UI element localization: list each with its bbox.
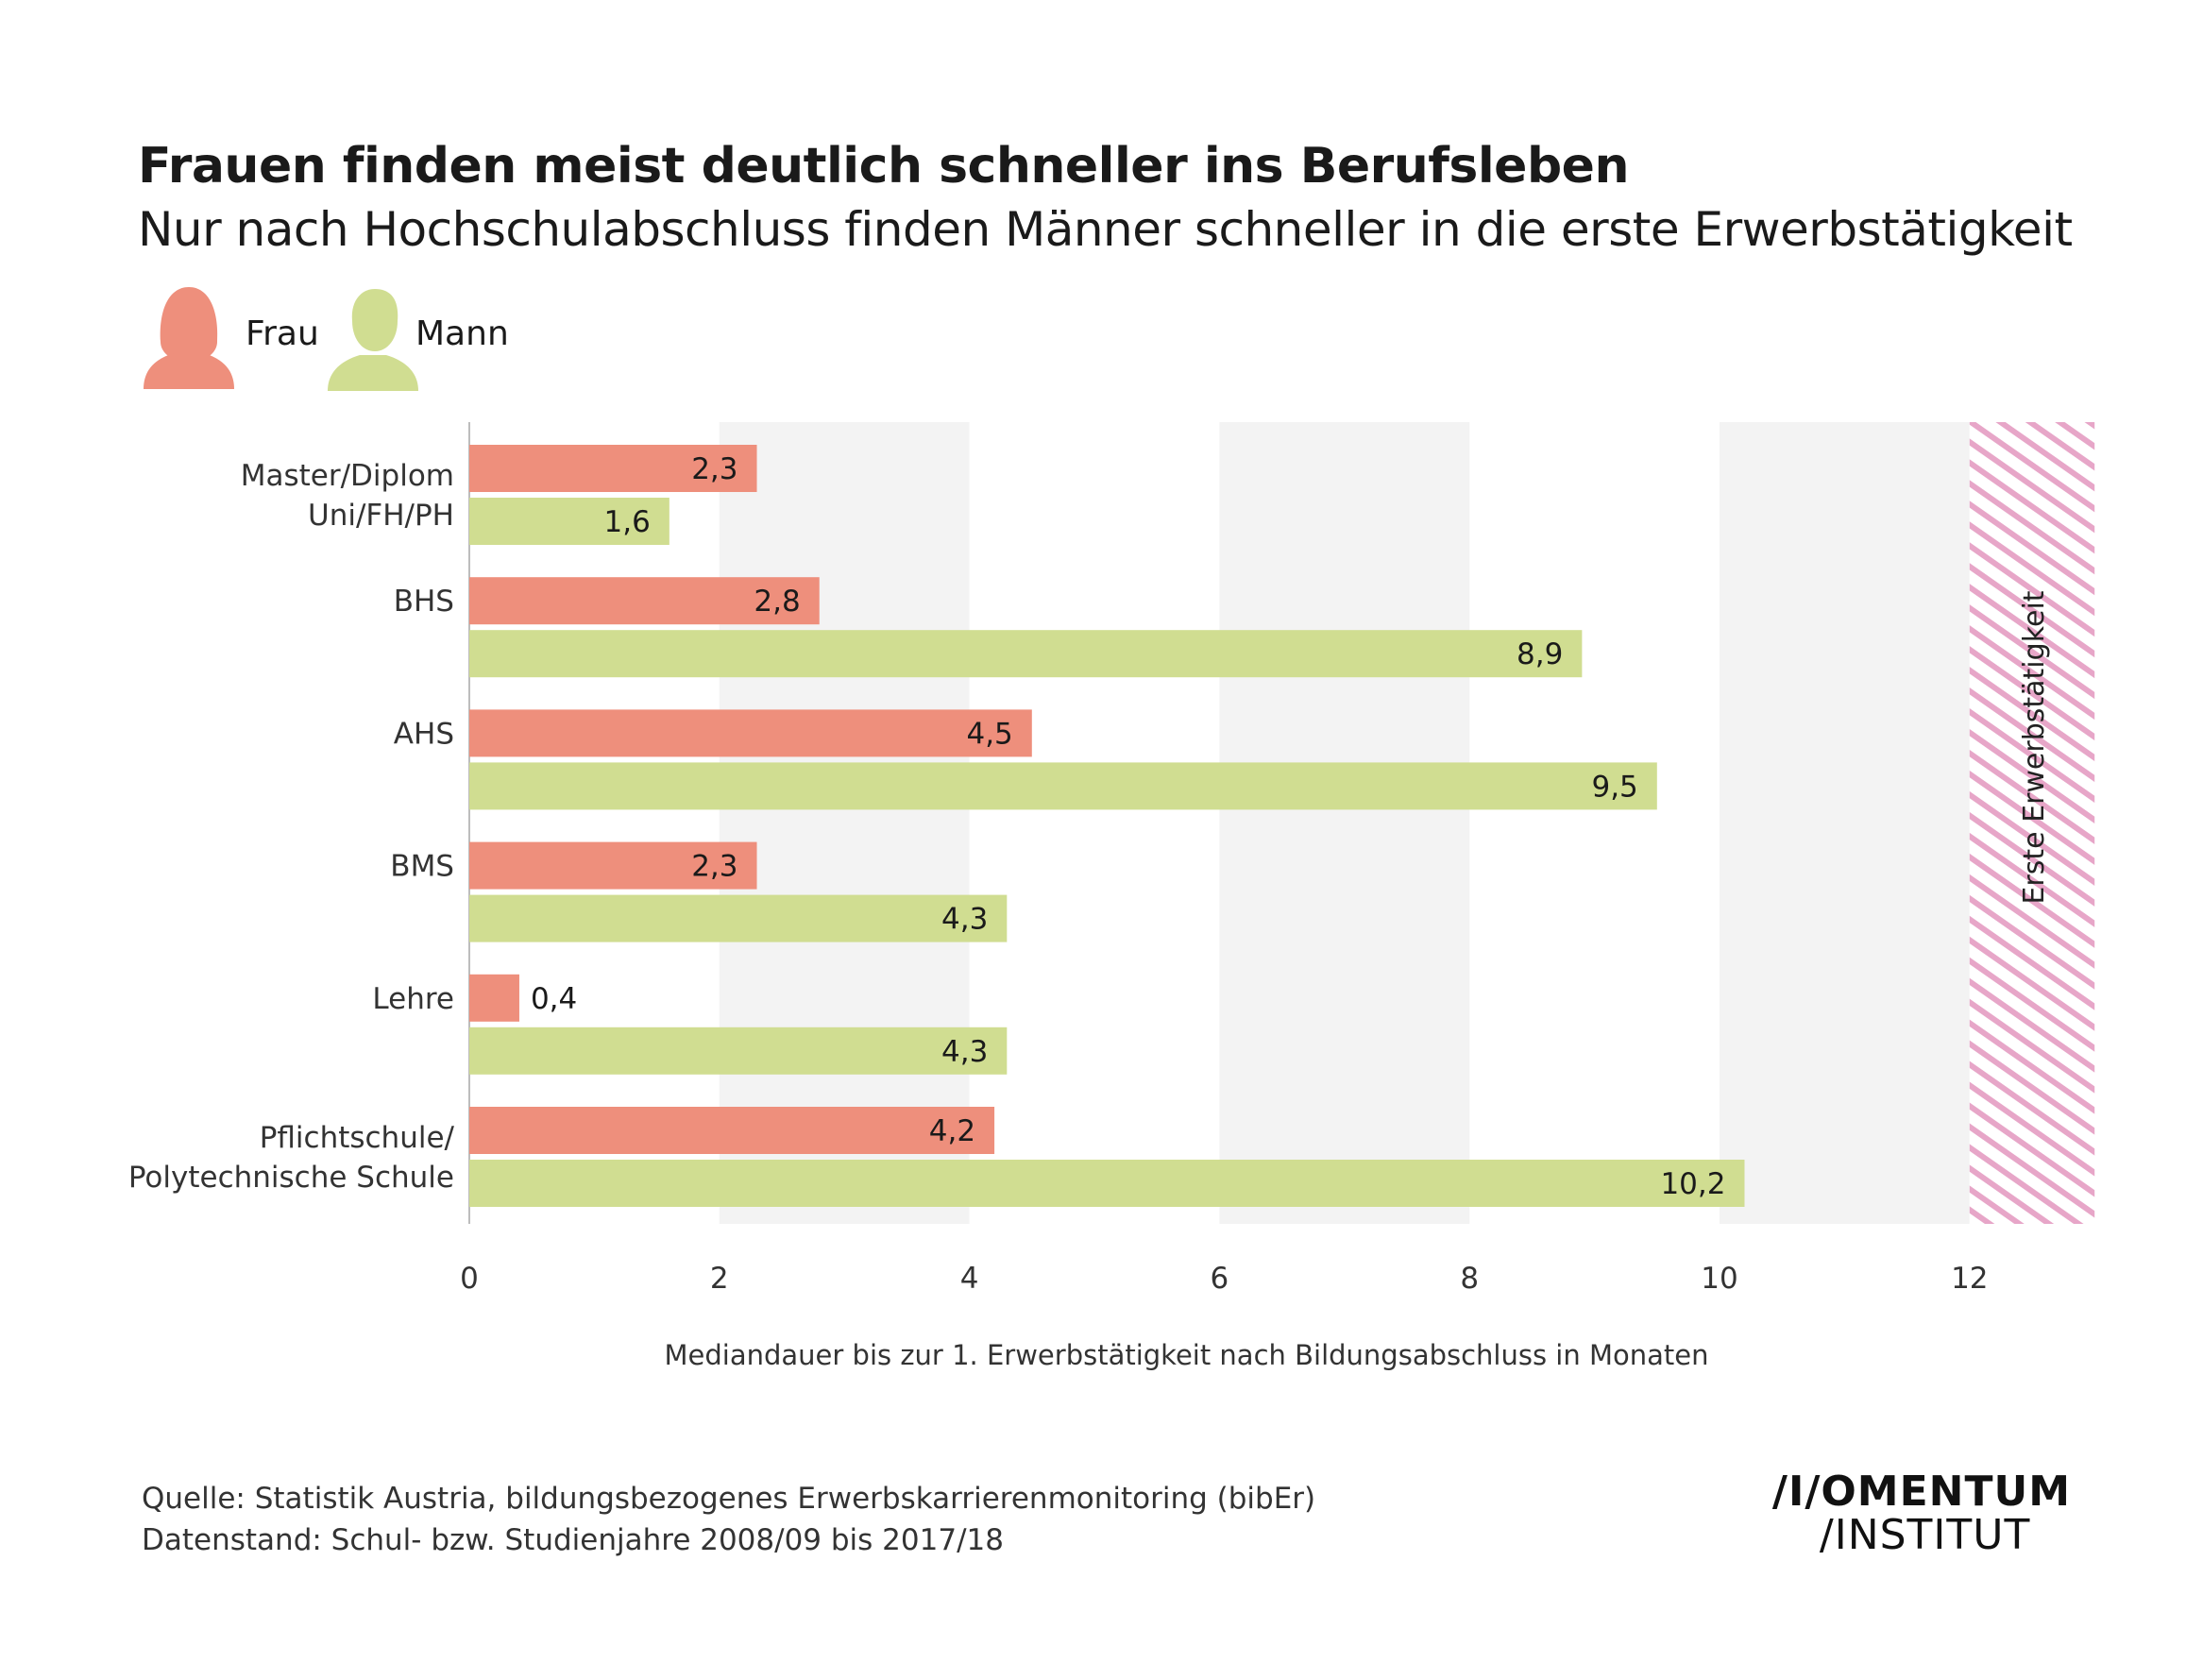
- grid-band: [1219, 422, 1470, 1224]
- x-tick-label: 10: [1701, 1262, 1737, 1296]
- bar-mann: [469, 630, 1583, 678]
- legend-label-frau: Frau: [246, 314, 319, 353]
- data-label: 10,2: [1660, 1167, 1725, 1201]
- category-label: Uni/FH/PH: [308, 499, 454, 533]
- bar-mann: [469, 1027, 1008, 1075]
- marker-region: [1969, 422, 2095, 1224]
- category-label: Master/Diplom: [241, 459, 454, 493]
- data-label: 8,9: [1517, 637, 1563, 671]
- data-label: 0,4: [531, 982, 577, 1016]
- x-tick-label: 12: [1951, 1262, 1988, 1296]
- data-label: 9,5: [1591, 770, 1637, 804]
- marker-label: Erste Erwerbstätigkeit: [2018, 590, 2051, 904]
- x-tick-label: 6: [1211, 1262, 1229, 1296]
- category-label: AHS: [394, 717, 454, 751]
- bar-mann: [469, 1160, 1745, 1207]
- legend-label-mann: Mann: [415, 314, 509, 353]
- x-tick-label: 4: [960, 1262, 979, 1296]
- bar-frau: [469, 841, 757, 890]
- man-icon: [328, 289, 418, 391]
- bar-frau: [469, 1107, 995, 1154]
- logo: /I/OMENTUM /INSTITUT: [1772, 1470, 2071, 1557]
- bar-mann: [469, 894, 1008, 942]
- chart-title: Frauen finden meist deutlich schneller i…: [138, 138, 1629, 195]
- category-label: BHS: [394, 585, 454, 619]
- x-tick-label: 0: [460, 1262, 479, 1296]
- data-label: 4,2: [929, 1114, 975, 1148]
- data-label: 2,8: [754, 585, 800, 619]
- category-label: Lehre: [372, 982, 454, 1016]
- x-tick-label: 2: [710, 1262, 729, 1296]
- category-label: Polytechnische Schule: [128, 1161, 454, 1195]
- category-label: Pflichtschule/: [260, 1121, 455, 1155]
- data-label: 4,3: [941, 1035, 988, 1069]
- category-label: BMS: [390, 850, 454, 884]
- data-label: 1,6: [604, 505, 651, 539]
- chart-subtitle: Nur nach Hochschulabschluss finden Männe…: [138, 202, 2073, 257]
- grid-band: [1720, 422, 1970, 1224]
- bar-mann: [469, 762, 1657, 810]
- legend: Frau Mann: [142, 283, 708, 397]
- source-note: Quelle: Statistik Austria, bildungsbezog…: [142, 1478, 1315, 1561]
- woman-icon: [144, 287, 234, 389]
- bar-frau: [469, 445, 757, 492]
- data-label: 4,5: [966, 717, 1012, 751]
- data-label: 2,3: [691, 452, 737, 486]
- data-label: 2,3: [691, 850, 737, 884]
- grid-band: [719, 422, 970, 1224]
- bar-frau: [469, 577, 820, 625]
- bar-frau: [469, 974, 519, 1022]
- source-line-2: Datenstand: Schul- bzw. Studienjahre 200…: [142, 1523, 1004, 1557]
- source-line-1: Quelle: Statistik Austria, bildungsbezog…: [142, 1482, 1316, 1516]
- logo-line-1: /I/OMENTUM: [1771, 1468, 2071, 1516]
- bar-frau: [469, 709, 1032, 757]
- logo-line-2: /INSTITUT: [1819, 1511, 2031, 1559]
- x-axis-label: Mediandauer bis zur 1. Erwerbstätigkeit …: [664, 1339, 1709, 1371]
- data-label: 4,3: [941, 903, 988, 937]
- bar-mann: [469, 498, 669, 545]
- x-tick-label: 8: [1460, 1262, 1479, 1296]
